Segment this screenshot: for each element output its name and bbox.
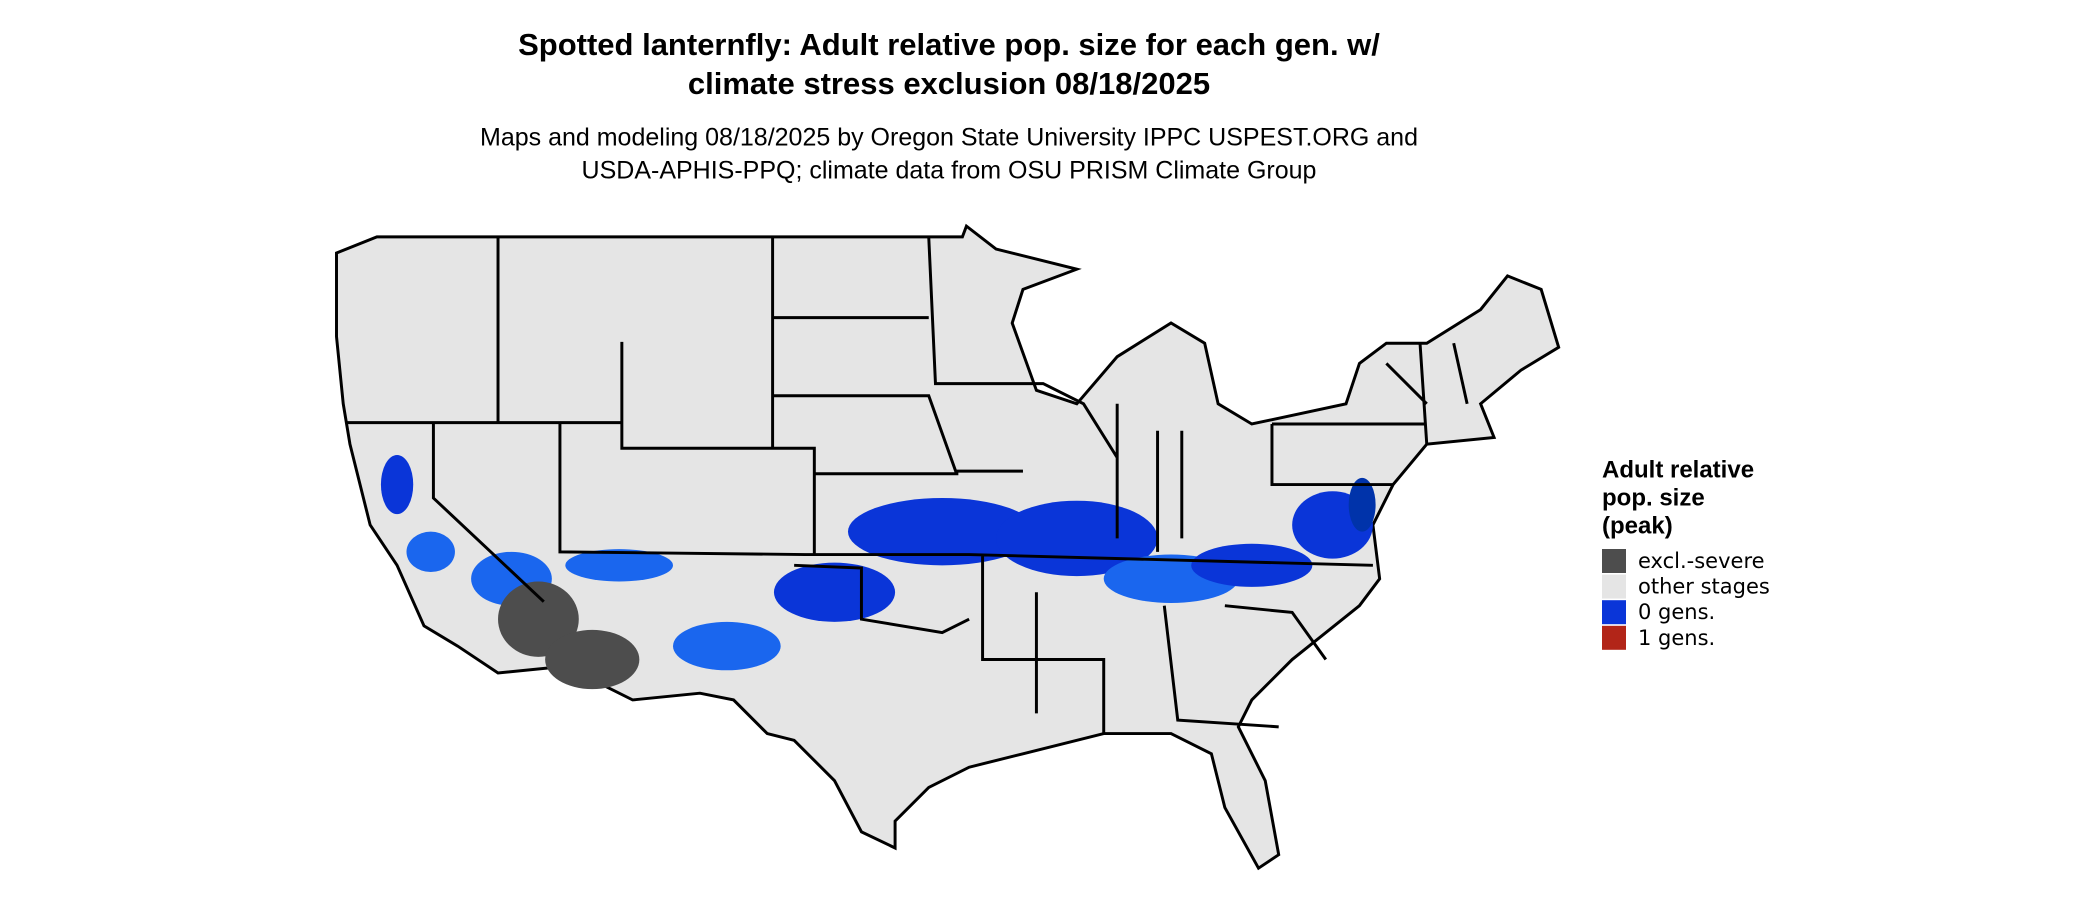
subtitle: USDA-APHIS-PPQ; climate data from OSU PR… — [582, 157, 1317, 185]
subtitle: Maps and modeling 08/18/2025 by Oregon S… — [480, 124, 1418, 152]
legend-label: 1 gens. — [1638, 626, 1715, 650]
legend-swatch — [1602, 549, 1626, 573]
legend-title: (peak) — [1602, 512, 1673, 539]
legend-label: excl.-severe — [1638, 549, 1765, 573]
legend-label: other stages — [1638, 575, 1770, 599]
legend-swatch — [1602, 600, 1626, 625]
title: Spotted lanternfly: Adult relative pop. … — [518, 27, 1380, 62]
legend-title: Adult relative — [1602, 456, 1754, 483]
legend-title: pop. size — [1602, 484, 1705, 511]
title: climate stress exclusion 08/18/2025 — [688, 66, 1210, 101]
state-borders — [347, 236, 1469, 734]
legend-swatch — [1602, 625, 1626, 650]
legend-label: 0 gens. — [1638, 600, 1715, 624]
legend-swatch — [1602, 574, 1626, 599]
map — [335, 223, 1561, 871]
